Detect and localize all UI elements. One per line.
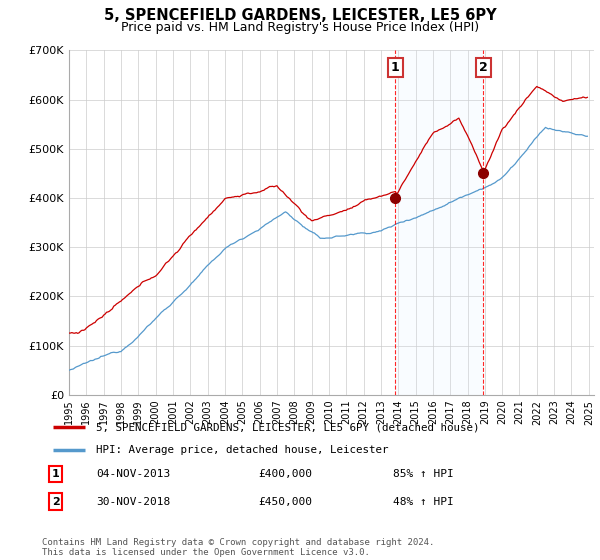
Text: £400,000: £400,000: [258, 469, 312, 479]
Text: HPI: Average price, detached house, Leicester: HPI: Average price, detached house, Leic…: [96, 445, 389, 455]
Bar: [395, 50, 484, 395]
Text: 1: 1: [52, 469, 59, 479]
Text: 85% ↑ HPI: 85% ↑ HPI: [393, 469, 454, 479]
Text: 04-NOV-2013: 04-NOV-2013: [96, 469, 170, 479]
Text: 30-NOV-2018: 30-NOV-2018: [96, 497, 170, 507]
Text: 2: 2: [479, 60, 488, 74]
Text: Price paid vs. HM Land Registry's House Price Index (HPI): Price paid vs. HM Land Registry's House …: [121, 21, 479, 34]
Text: Contains HM Land Registry data © Crown copyright and database right 2024.
This d: Contains HM Land Registry data © Crown c…: [42, 538, 434, 557]
Text: 48% ↑ HPI: 48% ↑ HPI: [393, 497, 454, 507]
Text: £450,000: £450,000: [258, 497, 312, 507]
Text: 2: 2: [52, 497, 59, 507]
Text: 1: 1: [391, 60, 400, 74]
Text: 5, SPENCEFIELD GARDENS, LEICESTER, LE5 6PY (detached house): 5, SPENCEFIELD GARDENS, LEICESTER, LE5 6…: [96, 422, 479, 432]
Text: 5, SPENCEFIELD GARDENS, LEICESTER, LE5 6PY: 5, SPENCEFIELD GARDENS, LEICESTER, LE5 6…: [104, 8, 496, 24]
